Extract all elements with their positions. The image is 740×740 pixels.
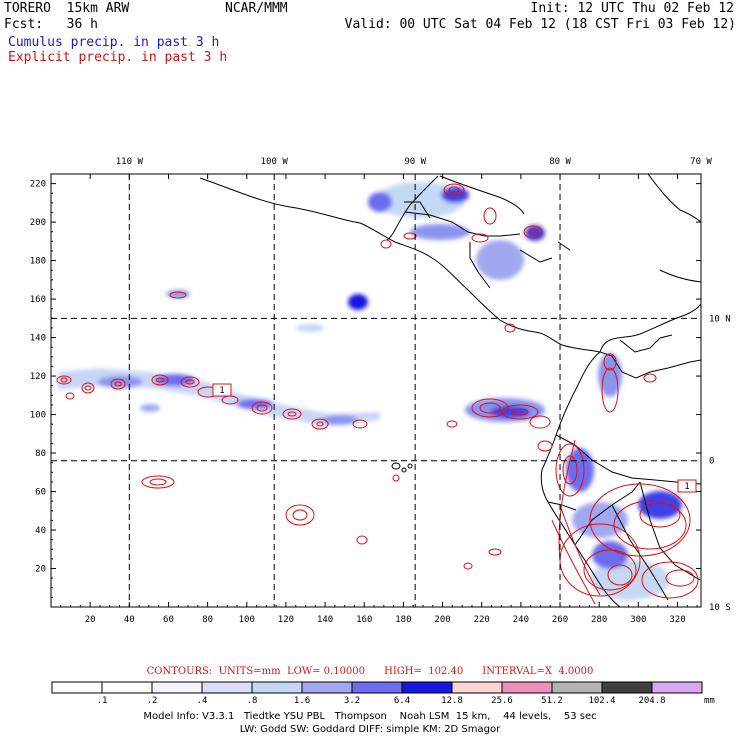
forecast-hour: Fcst: 36 h: [4, 17, 98, 32]
contours-units: UNITS=mm: [218, 666, 281, 677]
x-tick-label: 180: [395, 615, 411, 625]
map-frame: [50, 173, 702, 608]
y-tick-label: 60: [35, 488, 46, 498]
contours-high: HIGH= 102.40: [384, 666, 464, 677]
colorbar-label: .4: [197, 696, 208, 706]
colorbar-label: 3.2: [344, 696, 360, 706]
colorbar-swatch: [651, 681, 703, 694]
latitude-labels: 10 N 0 10 S: [709, 314, 731, 613]
contours-low: LOW= 0.10000: [286, 666, 366, 677]
colorbar-swatch: [351, 681, 403, 694]
lon-label: 70 W: [690, 157, 712, 167]
x-tick-label: 220: [474, 615, 490, 625]
y-tick-label: 20: [35, 565, 46, 575]
lat-label: 10 N: [709, 314, 731, 324]
x-tick-label: 260: [552, 615, 568, 625]
contours-info: CONTOURS: UNITS=mm LOW= 0.10000 HIGH= 10…: [0, 666, 740, 677]
y-tick-label: 200: [30, 218, 46, 228]
x-tick-label: 140: [317, 615, 333, 625]
cumulus-precip-shading: [58, 182, 682, 600]
colorbar-swatch: [551, 681, 603, 694]
colorbar-label: .8: [247, 696, 258, 706]
lon-label: 80 W: [549, 157, 571, 167]
colorbar-label: .1: [97, 696, 108, 706]
x-tick-label: 160: [356, 615, 372, 625]
x-tick-label: 280: [591, 615, 607, 625]
y-tick-label: 80: [35, 449, 46, 459]
init-time: Init: 12 UTC Thu 02 Feb 12: [530, 1, 735, 16]
colorbar-swatch: [501, 681, 553, 694]
contours-interval: INTERVAL=X 4.0000: [482, 666, 594, 677]
map-field: [56, 174, 701, 607]
lon-label: 110 W: [116, 157, 144, 167]
model-title: TORERO 15km ARW: [4, 1, 130, 16]
lat-label: 10 S: [709, 603, 731, 613]
svg-text:1: 1: [684, 482, 689, 492]
y-tick-label: 180: [30, 257, 46, 267]
colorbar-swatch: [101, 681, 153, 694]
model-info-line2: LW: Godd SW: Goddard DIFF: simple KM: 2D…: [239, 724, 501, 735]
colorbar-swatch: [451, 681, 503, 694]
y-tick-label: 220: [30, 180, 46, 190]
colorbar-swatch: [251, 681, 303, 694]
explicit-precip-label: Explicit precip. in past 3 h: [8, 50, 228, 65]
colorbar: .1 .2 .4 .8 1.6 3.2 6.4 12.8 25.6 51.2 102.4 204.8 m…: [51, 681, 715, 706]
colorbar-label: .2: [147, 696, 158, 706]
colorbar-unit: mm: [704, 696, 715, 706]
explicit-precip-contours: [56, 183, 699, 605]
x-tick-label: 300: [630, 615, 646, 625]
colorbar-label: 102.4: [588, 696, 615, 706]
x-tick-label: 100: [239, 615, 255, 625]
contour-label-box-1: 1: [212, 383, 232, 397]
colorbar-swatch: [151, 681, 203, 694]
x-tick-label: 120: [278, 615, 294, 625]
y-tick-label: 100: [30, 411, 46, 421]
x-axis: 20 40 60 80 100 120 140 160 180 200 220 240 260 280 30…: [60, 174, 698, 625]
lon-label: 90 W: [404, 157, 426, 167]
cumulus-precip-label: Cumulus precip. in past 3 h: [8, 35, 220, 50]
y-tick-label: 160: [30, 295, 46, 305]
x-tick-label: 60: [163, 615, 174, 625]
valid-time: Valid: 00 UTC Sat 04 Feb 12 (18 CST Fri …: [344, 17, 736, 32]
lon-label: 100 W: [261, 157, 289, 167]
colorbar-swatch: [51, 681, 103, 694]
colorbar-label: 51.2: [541, 696, 563, 706]
colorbar-label: 12.8: [441, 696, 463, 706]
longitude-labels: 110 W 100 W 90 W 80 W 70 W: [116, 157, 713, 167]
x-tick-label: 80: [202, 615, 213, 625]
lat-label: 0: [709, 457, 714, 467]
svg-text:1: 1: [219, 386, 224, 396]
x-tick-label: 20: [85, 615, 96, 625]
colorbar-label: 25.6: [491, 696, 513, 706]
contours-label: CONTOURS:: [146, 666, 213, 677]
colorbar-label: 6.4: [394, 696, 410, 706]
y-tick-label: 40: [35, 526, 46, 536]
x-tick-label: 320: [669, 615, 685, 625]
y-tick-label: 120: [30, 372, 46, 382]
contour-label-box-2: 1: [677, 479, 697, 493]
model-info-line1: Model Info: V3.3.1 Tiedtke YSU PBL Thomp…: [143, 711, 597, 722]
y-tick-label: 140: [30, 334, 46, 344]
lat-lon-grid: [51, 174, 701, 607]
x-tick-label: 200: [434, 615, 450, 625]
x-tick-label: 240: [513, 615, 529, 625]
colorbar-swatch: [201, 681, 253, 694]
colorbar-label: 1.6: [294, 696, 310, 706]
y-axis: 20 40 60 80 100 120 140 160 180 200 220: [30, 180, 701, 598]
x-tick-label: 40: [124, 615, 135, 625]
organization-label: NCAR/MMM: [225, 1, 288, 16]
coastlines: [199, 174, 701, 607]
colorbar-swatch: [601, 681, 653, 694]
colorbar-label: 204.8: [638, 696, 665, 706]
colorbar-swatch: [401, 681, 453, 694]
colorbar-swatch: [301, 681, 353, 694]
